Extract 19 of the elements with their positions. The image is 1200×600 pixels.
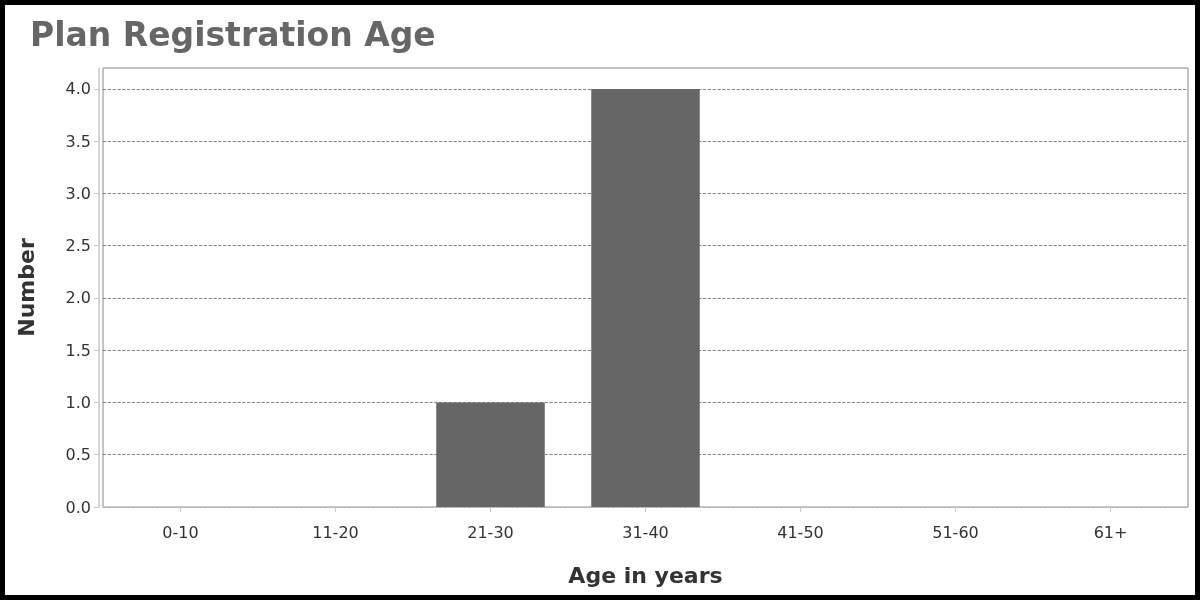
y-tick-label: 4.0	[65, 79, 91, 99]
y-tick-label: 1.5	[65, 340, 91, 360]
x-tick-label: 11-20	[312, 522, 359, 542]
x-tick-label: 21-30	[467, 522, 514, 542]
y-tick-label: 0.0	[65, 497, 91, 517]
y-tick-label: 3.5	[65, 131, 91, 151]
x-axis-title: Age in years	[568, 562, 723, 588]
y-axis-title: Number	[13, 238, 39, 337]
y-tick-label: 2.0	[65, 288, 91, 308]
y-tick-label: 0.5	[65, 445, 91, 465]
chart-title: Plan Registration Age	[30, 15, 436, 54]
x-tick-label: 0-10	[162, 522, 199, 542]
y-tick-label: 1.0	[65, 392, 91, 412]
x-tick-label: 61+	[1093, 522, 1128, 542]
y-tick-label: 2.5	[65, 236, 91, 256]
y-tick-label: 3.0	[65, 183, 91, 203]
x-tick-label: 51-60	[932, 522, 979, 542]
x-tick-label: 41-50	[777, 522, 824, 542]
x-tick-label: 31-40	[622, 522, 669, 542]
